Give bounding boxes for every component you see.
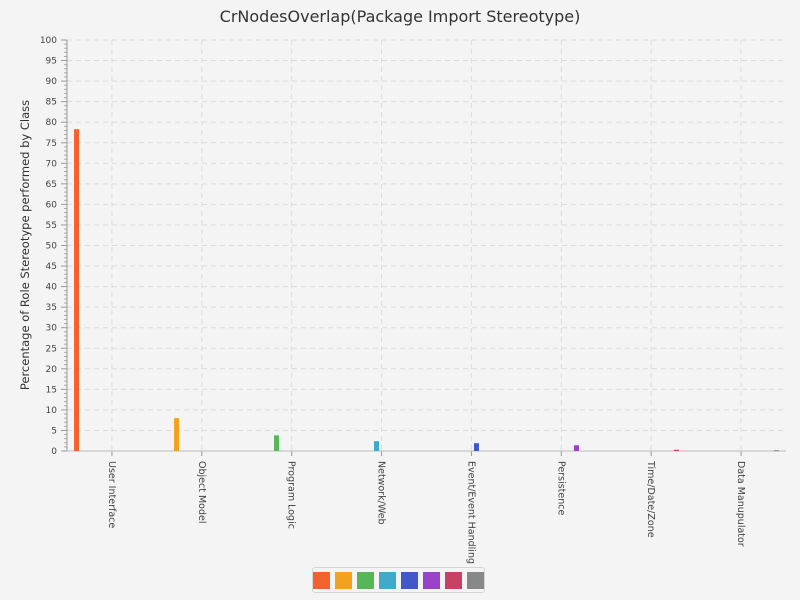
x-tick-label: Time/Date/Zone: [645, 460, 656, 538]
x-tick-label: Network/Web: [376, 461, 387, 525]
y-tick-label: 10: [46, 406, 58, 416]
y-tick-label: 70: [46, 159, 58, 169]
y-tick-label: 85: [46, 98, 57, 108]
y-tick-label: 35: [46, 303, 57, 313]
legend-swatch: [335, 571, 352, 589]
legend-swatch: [467, 571, 484, 589]
x-tick-label: Event/Event Handling: [465, 461, 476, 564]
bar: [573, 445, 579, 451]
y-tick-label: 55: [46, 221, 57, 231]
y-tick-label: 80: [46, 118, 58, 128]
legend: [312, 567, 485, 593]
x-tick-label: Program Logic: [286, 461, 297, 529]
legend-swatch: [379, 571, 396, 589]
chart-title: CrNodesOverlap(Package Import Stereotype…: [219, 7, 581, 26]
x-tick-label: Object Model: [196, 461, 207, 523]
bar: [74, 129, 80, 451]
x-tick-label: Persistence: [555, 461, 566, 515]
legend-swatch: [401, 571, 418, 589]
bar: [174, 418, 180, 451]
legend-swatch: [313, 571, 330, 589]
bar: [274, 435, 280, 451]
y-tick-label: 30: [46, 324, 58, 334]
y-tick-label: 60: [46, 200, 58, 210]
bar: [673, 449, 679, 451]
axis-layer: 0 5 10 15 20 25 30 35 40 45 50 55 60 65 70 75 80 85 90 95 10…: [40, 36, 786, 564]
y-tick-label: 45: [46, 262, 57, 272]
bar: [773, 450, 779, 452]
y-tick-label: 15: [46, 385, 57, 395]
bar-layer: [74, 129, 779, 452]
x-tick-label: Data Manupulator: [735, 461, 746, 547]
y-tick-label: 95: [46, 57, 57, 67]
legend-swatch: [445, 571, 462, 589]
y-tick-label: 20: [46, 365, 58, 375]
y-tick-label: 0: [51, 447, 57, 457]
y-tick-label: 100: [40, 36, 57, 46]
y-tick-label: 5: [51, 426, 57, 436]
legend-swatch: [423, 571, 440, 589]
x-tick-label: User Interface: [106, 461, 117, 528]
y-tick-label: 25: [46, 344, 57, 354]
y-tick-label: 65: [46, 180, 57, 190]
grid-layer: [67, 39, 786, 451]
y-tick-label: 40: [46, 283, 58, 293]
y-tick-label: 75: [46, 139, 57, 149]
legend-swatch: [357, 571, 374, 589]
y-axis-title: Percentage of Role Stereotype performed …: [18, 100, 32, 390]
bar: [473, 443, 479, 451]
bar: [374, 441, 380, 451]
y-tick-label: 50: [46, 242, 58, 252]
y-tick-label: 90: [46, 77, 58, 87]
